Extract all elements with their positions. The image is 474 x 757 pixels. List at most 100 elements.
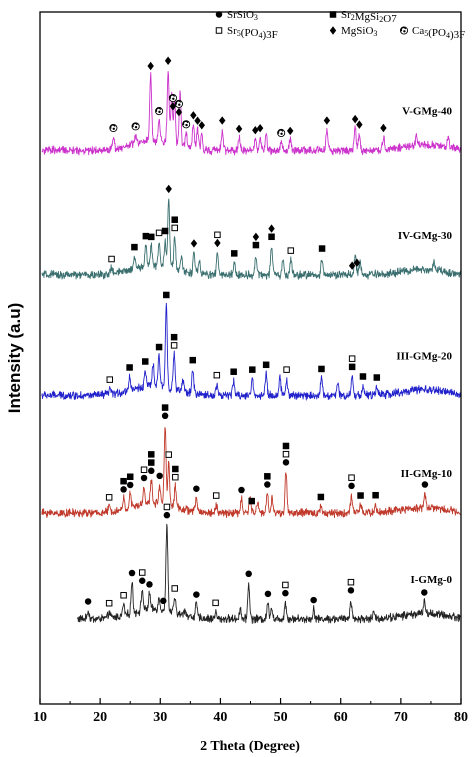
marker-mgsio3 [351,114,359,124]
series-label-5: V-GMg-40 [402,105,452,117]
marker-srsio3 [84,598,92,605]
marker-sr2mgsi2o7 [373,374,381,381]
marker-ca5po43f [277,128,286,138]
marker-sr2mgsi2o7 [161,227,169,235]
marker-sr2mgsi2o7 [126,473,134,480]
series-label-1: I-GMg-0 [410,574,452,586]
marker-sr5po43f [138,569,146,576]
marker-srsio3 [421,481,429,488]
marker-ca5po43f [168,93,177,103]
marker-sr5po43f [140,466,148,474]
marker-sr2mgsi2o7 [148,451,155,458]
marker-ca5po43f [182,120,191,129]
marker-sr2mgsi2o7 [357,492,364,499]
marker-mgsio3 [252,126,259,135]
marker-mgsio3 [235,124,243,134]
marker-srsio3 [126,481,134,489]
marker-mgsio3 [286,126,294,136]
legend-label-1: SrSiO3 [227,9,258,22]
marker-mgsio3 [256,123,264,133]
legend-label-4: MgSiO3 [341,25,377,38]
marker-srsio3 [193,591,200,598]
marker-mgsio3 [252,232,260,242]
marker-sr5po43f [348,474,355,481]
marker-mgsio3 [268,224,275,233]
marker-sr2mgsi2o7 [231,250,238,257]
marker-ca5po43f [109,123,118,133]
series-labels: I-GMg-0 II-GMg-10 III-GMg-20 IV-GMg-30 V-GMg… [396,105,452,585]
marker-sr2mgsi2o7 [359,373,367,380]
marker-sr5po43f [214,231,221,239]
marker-sr2mgsi2o7 [318,365,325,373]
marker-srsio3 [160,597,167,605]
marker-sr2mgsi2o7 [161,404,169,411]
legend-symbol-1 [215,11,223,18]
marker-sr5po43f [172,473,179,481]
marker-sr2mgsi2o7 [252,241,260,249]
marker-srsio3 [140,474,148,482]
marker-ca5po43f [155,107,164,116]
marker-srsio3 [310,596,317,604]
x-tick-label-80: 80 [454,710,468,725]
marker-mgsio3 [348,261,356,270]
marker-sr2mgsi2o7 [171,216,178,223]
marker-mgsio3 [147,61,154,71]
marker-sr2mgsi2o7 [170,333,178,341]
marker-mgsio3 [198,121,205,130]
marker-sr2mgsi2o7 [120,477,127,485]
marker-sr5po43f [105,494,113,501]
marker-mgsio3 [194,116,201,125]
marker-srsio3 [348,482,355,490]
marker-mgsio3 [219,116,226,125]
marker-srsio3 [421,589,428,596]
marker-mgsio3 [190,239,198,248]
marker-sr2mgsi2o7 [317,493,325,501]
marker-srsio3 [161,412,169,420]
x-tick-label-20: 20 [93,710,107,725]
marker-sr5po43f [212,599,219,607]
marker-srsio3 [163,511,171,519]
y-axis-label: Intensity (a.u) [5,303,24,414]
series-line-3 [41,302,461,401]
marker-mgsio3 [214,238,221,248]
marker-sr5po43f [282,581,289,589]
marker-sr2mgsi2o7 [230,368,237,375]
marker-sr5po43f [165,451,172,458]
marker-sr5po43f [171,224,178,232]
marker-sr5po43f [171,585,178,592]
marker-mgsio3 [175,107,183,117]
marker-sr5po43f [120,592,127,599]
marker-sr2mgsi2o7 [142,358,149,365]
marker-mgsio3 [356,120,363,129]
marker-sr5po43f [212,492,220,499]
series-line-1 [76,523,461,624]
legend-label-5: Ca5(PO4)3F [412,25,465,41]
marker-sr2mgsi2o7 [131,243,138,251]
series-label-3: III-GMg-20 [396,350,452,362]
marker-sr2mgsi2o7 [262,361,270,369]
series-label-2: II-GMg-10 [401,468,453,480]
marker-sr5po43f [163,503,171,511]
marker-sr2mgsi2o7 [142,232,150,240]
marker-srsio3 [245,570,252,578]
legend-label-2: Sr2MgSi2O7 [341,9,397,25]
marker-sr2mgsi2o7 [148,459,155,466]
marker-ca5po43f [131,122,140,131]
legend-symbol-4 [329,26,337,35]
series-line-4 [41,198,461,280]
marker-mgsio3 [323,116,331,125]
x-tick-label-30: 30 [153,710,167,725]
marker-srsio3 [193,485,200,492]
marker-ca5po43f [174,99,183,108]
marker-srsio3 [120,486,127,493]
marker-sr2mgsi2o7 [126,364,133,371]
x-axis-label: 2 Theta (Degree) [200,739,300,754]
marker-mgsio3 [380,123,387,133]
x-tick-label-70: 70 [394,710,408,725]
marker-sr2mgsi2o7 [249,366,256,373]
marker-sr5po43f [155,229,163,237]
marker-mgsio3 [169,102,177,111]
marker-srsio3 [264,481,271,488]
marker-srsio3 [156,472,163,480]
